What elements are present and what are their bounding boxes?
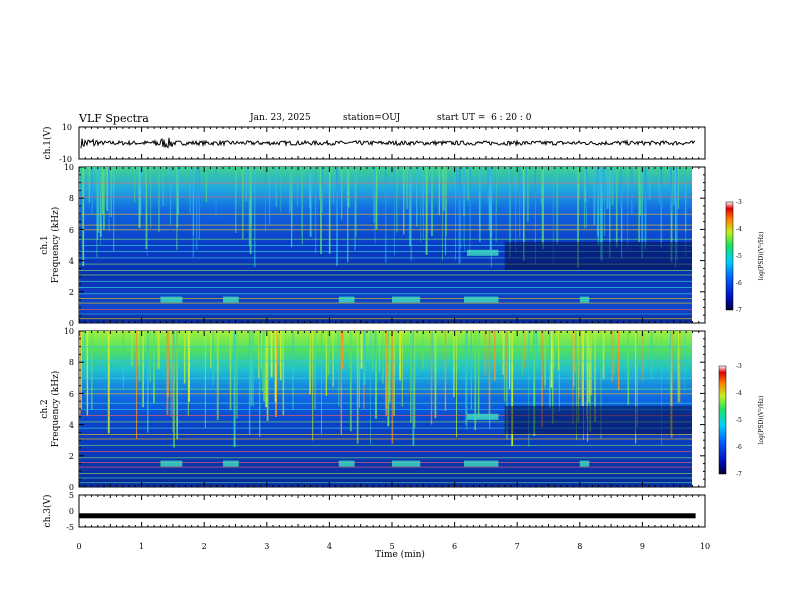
- ch1-waveform-trace: [80, 137, 696, 149]
- header-station: station=OUJ: [343, 113, 401, 123]
- ch2-spec-ytick: 8: [69, 358, 74, 367]
- ch3-ytick: -5: [66, 523, 74, 532]
- ch2-spec-ytick: 4: [69, 421, 74, 430]
- axis-ticks: [78, 127, 706, 527]
- ch1-spec-ylabel-line1: ch.1: [40, 235, 50, 254]
- x-tick-label: 10: [700, 542, 710, 551]
- ch1-cbar-tick: -4: [736, 226, 742, 233]
- ch3-ytick: 5: [69, 491, 74, 500]
- ch1-ylabel: ch.1(V): [42, 127, 53, 160]
- chart-title: VLF Spectra: [79, 112, 149, 125]
- ch2-cbar-tick: -6: [736, 444, 742, 451]
- ch1-spectrogram-texture: [79, 167, 692, 320]
- ch3-ylabel: ch.3(V): [42, 495, 53, 528]
- ch2-spec-ylabel-line1: ch.2: [40, 399, 50, 418]
- ch1-spec-ytick: 6: [69, 226, 74, 235]
- x-tick-label: 2: [202, 542, 207, 551]
- ch1-spec-ytick: 4: [69, 257, 74, 266]
- ch3-waveform-trace: [79, 513, 696, 519]
- ch1-spec-ytick: 10: [64, 163, 74, 172]
- x-tick-label: 3: [264, 542, 269, 551]
- x-tick-label: 7: [515, 542, 520, 551]
- ch1-spec-ytick: 8: [69, 194, 74, 203]
- ch2-cbar-tick: -5: [736, 417, 742, 424]
- ch2-spectrogram-texture: [79, 331, 692, 484]
- x-tick-label: 1: [139, 542, 144, 551]
- ch1-cbar-tick: -3: [736, 199, 742, 206]
- ch3-ytick: 0: [69, 507, 74, 516]
- ch2-spec-ylabel-line2: Frequency (kHz): [50, 371, 61, 448]
- ch1-cbar-tick: -5: [736, 253, 742, 260]
- x-tick-label: 0: [76, 542, 81, 551]
- ch1-spec-ytick: 2: [69, 288, 74, 297]
- ch1-ytick-top: 10: [62, 123, 72, 132]
- ch2-cbar-tick: -7: [736, 471, 742, 478]
- x-tick-label: 9: [640, 542, 645, 551]
- ch1-spec-ytick: 0: [69, 319, 74, 328]
- ch2-spec-ytick: 2: [69, 452, 74, 461]
- x-tick-label: 5: [389, 542, 394, 551]
- header-start-time: start UT = 6 : 20 : 0: [437, 113, 532, 123]
- ch2-spec-ytick: 0: [69, 483, 74, 492]
- ch1-cbar-tick: -6: [736, 280, 742, 287]
- ch2-colorbar: -3 -4 -5 -6 -7 log(PSD)(V²/Hz): [718, 363, 765, 478]
- ch2-spec-ytick: 6: [69, 390, 74, 399]
- x-tick-label: 8: [577, 542, 582, 551]
- ch1-colorbar: -3 -4 -5 -6 -7 log(PSD)(V²/Hz): [725, 199, 765, 314]
- x-tick-label: 6: [452, 542, 457, 551]
- x-tick-label: 4: [327, 542, 332, 551]
- ch2-cbar-tick: -4: [736, 390, 742, 397]
- ch1-cbar-label: log(PSD)(V²/Hz): [758, 232, 765, 281]
- header-date: Jan. 23, 2025: [250, 113, 311, 123]
- ch1-cbar-tick: -7: [736, 307, 742, 314]
- ch2-spec-ytick: 10: [64, 327, 74, 336]
- ch2-cbar-label: log(PSD)(V²/Hz): [758, 396, 765, 445]
- ch1-ytick-bottom: -10: [59, 155, 72, 164]
- x-axis-label: Time (min): [375, 549, 425, 560]
- ch1-spec-ylabel-line2: Frequency (kHz): [50, 207, 61, 284]
- ch2-cbar-tick: -3: [736, 363, 742, 370]
